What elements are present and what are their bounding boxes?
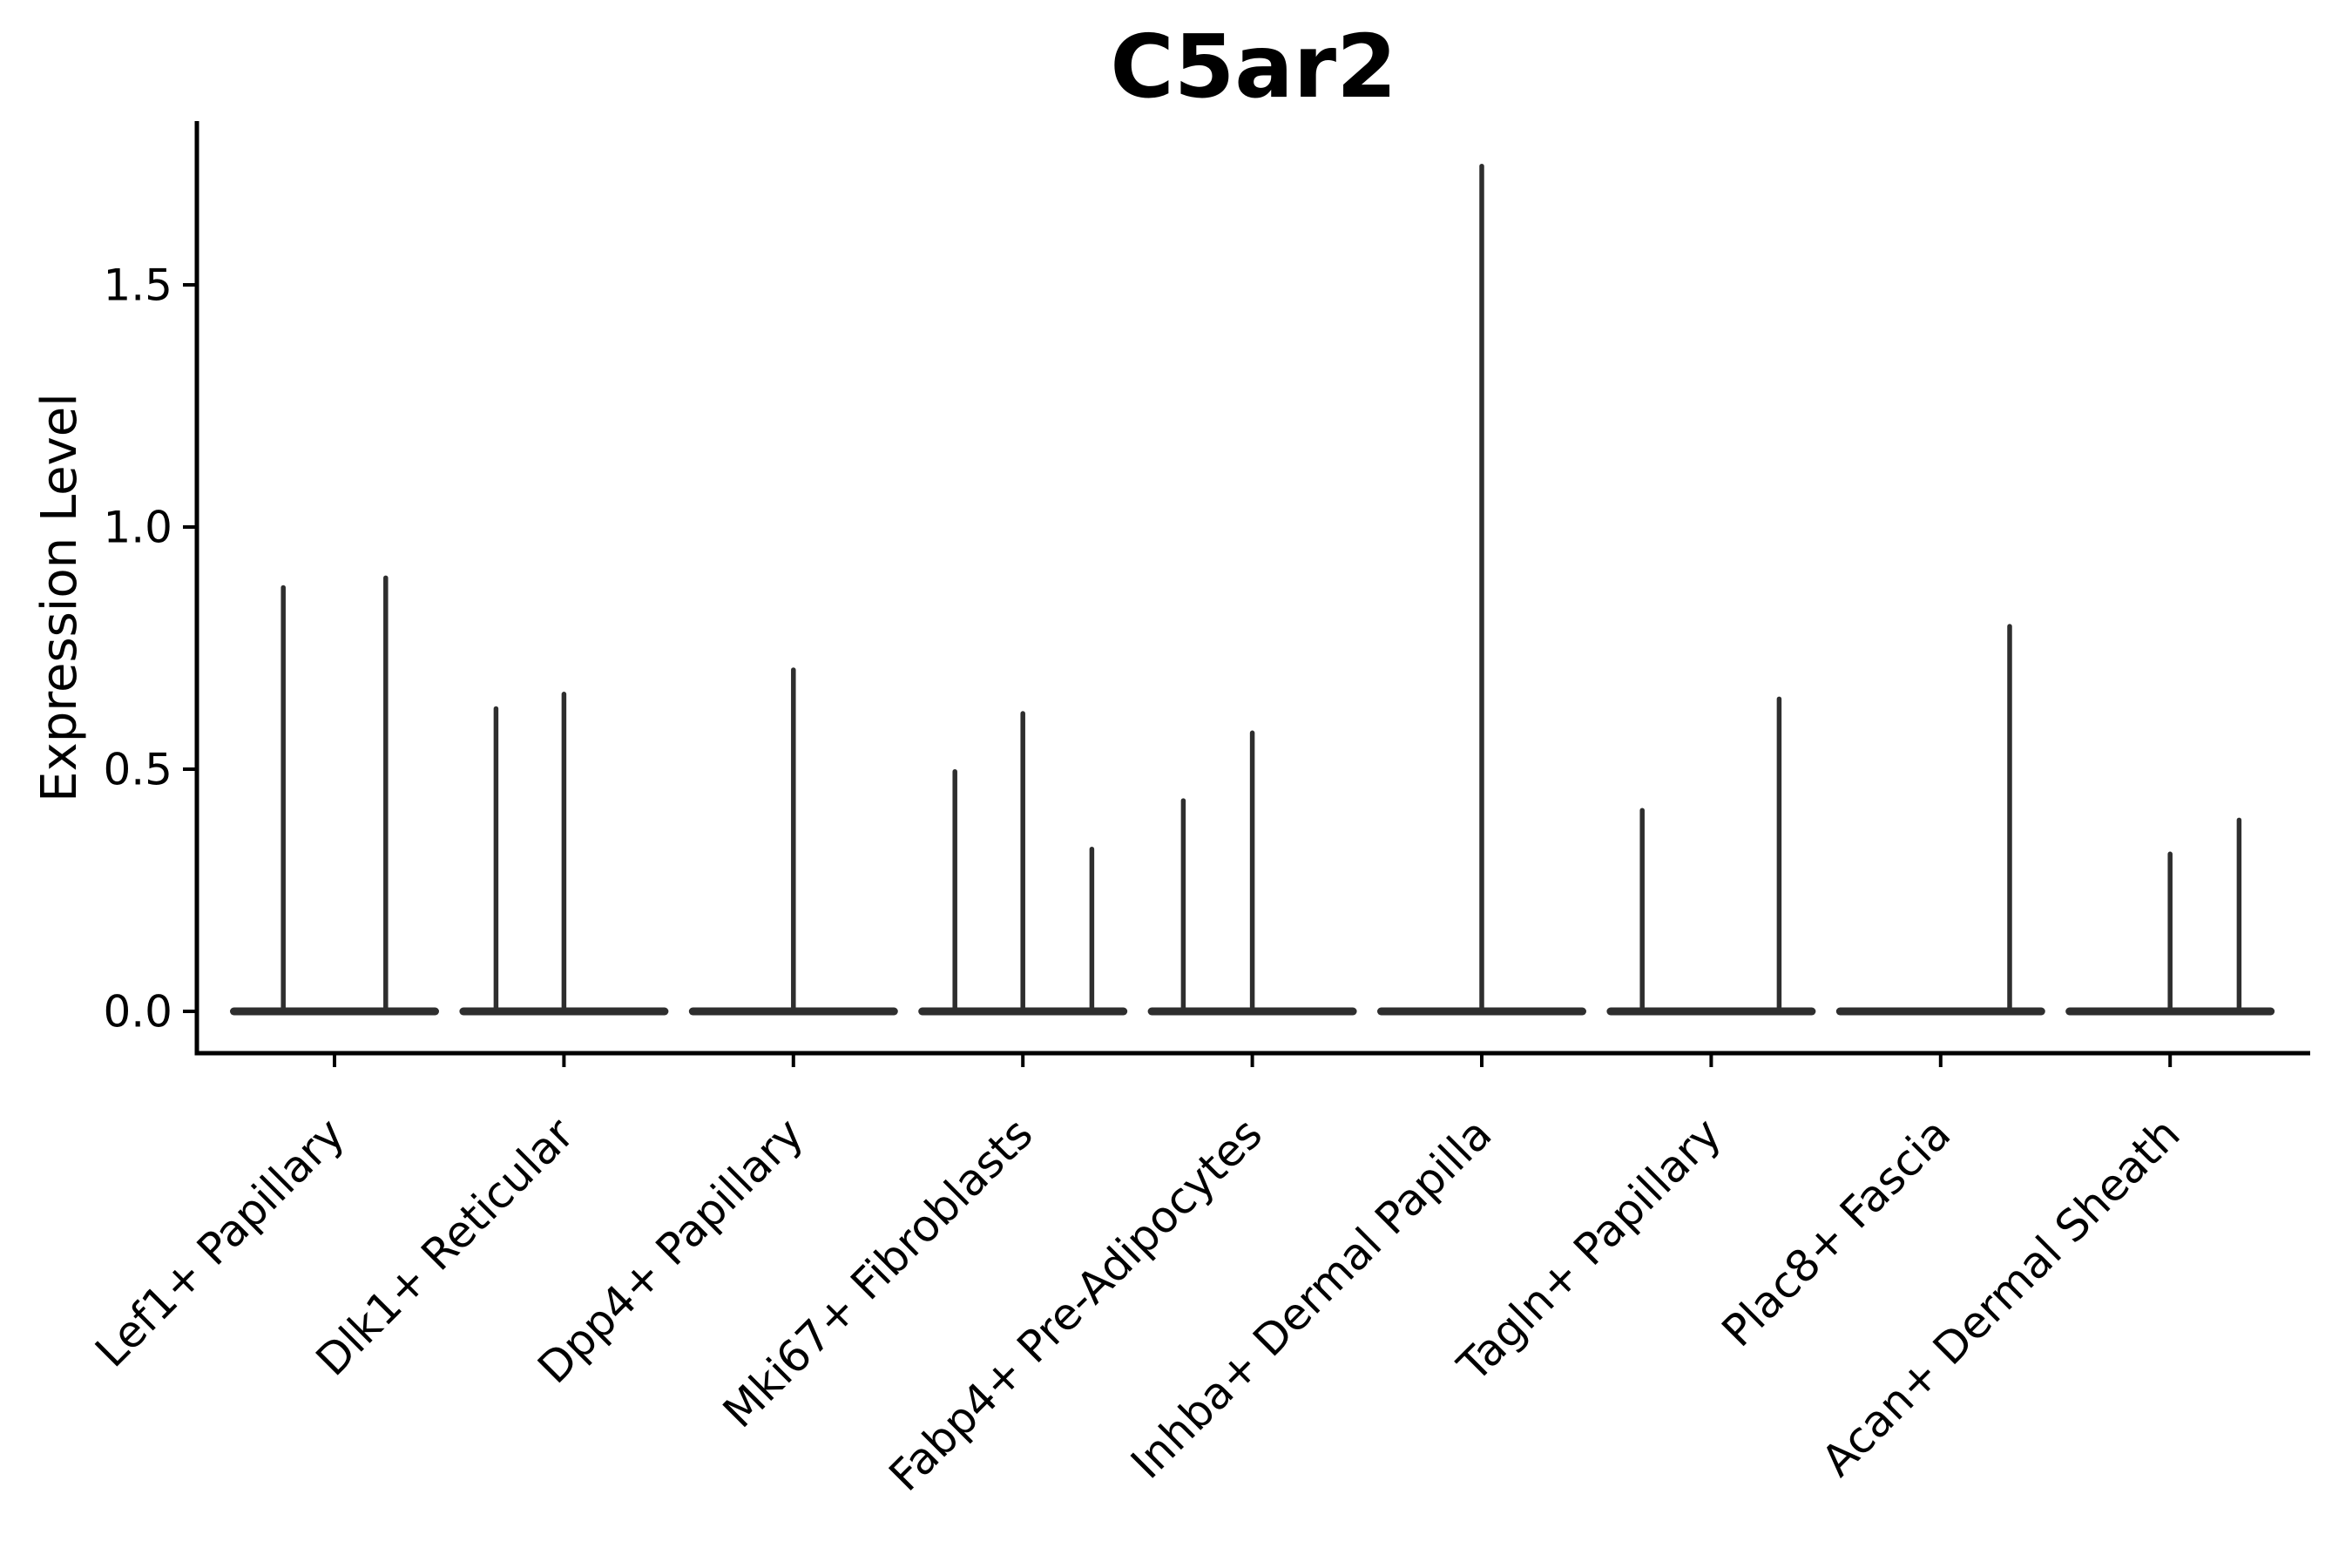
violin-spike: [1639, 808, 1645, 1016]
violin-base: [1835, 1007, 2045, 1016]
violin-spike: [383, 575, 389, 1016]
plot-title: C5ar2: [1110, 16, 1397, 118]
violin-base: [2065, 1007, 2275, 1016]
violin-spike: [561, 692, 567, 1016]
violin-spike: [791, 667, 796, 1016]
violin-spike: [952, 769, 957, 1016]
violin-spike: [2007, 624, 2012, 1016]
violin-base: [230, 1007, 439, 1016]
violin-spike: [493, 706, 499, 1016]
violin-spike: [1020, 711, 1025, 1016]
y-tick-label: 1.0: [103, 503, 172, 553]
violin-spike: [280, 585, 286, 1016]
violin-spike: [2167, 851, 2173, 1016]
x-tick-label: Lef1+ Papillary: [85, 1108, 354, 1376]
violin-spike: [1180, 798, 1186, 1016]
y-tick-label: 0.5: [103, 745, 172, 795]
violin-spike: [1089, 846, 1095, 1016]
violin-spike: [1249, 730, 1255, 1016]
violin-base: [1147, 1007, 1357, 1016]
violin-spike: [2236, 817, 2242, 1016]
violin-base: [459, 1007, 669, 1016]
y-tick-label: 0.0: [103, 987, 172, 1037]
y-tick-label: 1.5: [103, 260, 172, 311]
violin-base: [1606, 1007, 1816, 1016]
violin-base: [918, 1007, 1128, 1016]
y-axis-label: Expression Level: [31, 393, 88, 802]
violin-spike: [1479, 164, 1484, 1016]
violin-base: [688, 1007, 898, 1016]
x-tick-label: Fabp4+ Pre-Adipocytes: [880, 1108, 1273, 1501]
x-tick-label: Plac8+ Fascia: [1713, 1108, 1961, 1356]
violin-spike: [1776, 696, 1782, 1016]
violin-base: [1377, 1007, 1586, 1016]
